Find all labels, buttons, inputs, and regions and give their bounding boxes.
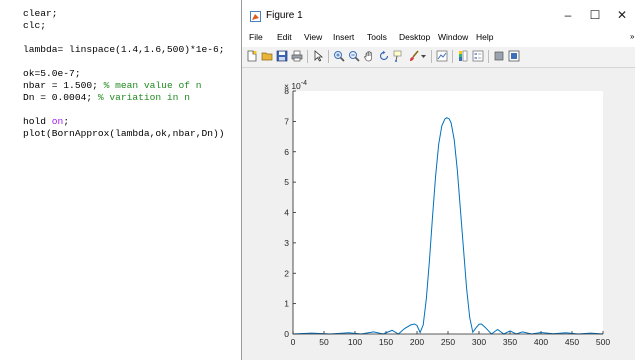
y-exponent-power: -4 xyxy=(301,80,307,87)
minimize-button[interactable]: – xyxy=(564,8,572,22)
code-text: clear; xyxy=(23,8,58,19)
x-tick-label: 300 xyxy=(472,337,486,347)
matlab-figure-icon xyxy=(250,11,261,22)
menu-file[interactable]: File xyxy=(249,32,263,42)
y-exponent-label: × 10-4 xyxy=(284,80,307,91)
window-title: Figure 1 xyxy=(266,10,303,21)
zoom-in-icon[interactable] xyxy=(333,50,345,62)
y-tick-label: 6 xyxy=(284,147,289,157)
y-tick-label: 5 xyxy=(284,177,289,187)
code-line: lambda= linspace(1.4,1.6,500)*1e-6; xyxy=(23,44,225,56)
toolbar-separator xyxy=(328,50,329,63)
menu-view[interactable]: View xyxy=(304,32,323,42)
pointer-icon[interactable] xyxy=(312,50,324,62)
y-tick-label: 7 xyxy=(284,116,289,126)
code-comment: % variation in n xyxy=(97,92,190,103)
code-text: ok=5.0e-7; xyxy=(23,68,81,79)
axes-background xyxy=(293,91,603,334)
title-bar: Figure 1 – ☐ ✕ xyxy=(242,0,635,28)
print-icon[interactable] xyxy=(291,50,303,62)
code-text: nbar = 1.500; xyxy=(23,80,104,91)
code-text: lambda= linspace(1.4,1.6,500)*1e-6; xyxy=(23,44,225,55)
code-text: hold xyxy=(23,116,52,127)
x-tick-label: 400 xyxy=(534,337,548,347)
menu-bar: File Edit View Insert Tools Desktop Wind… xyxy=(242,30,635,46)
code-text: clc; xyxy=(23,20,47,31)
toolbar-separator xyxy=(488,50,489,63)
figure-window: Figure 1 – ☐ ✕ File Edit View Insert Too… xyxy=(241,0,635,360)
code-line: Dn = 0.0004; % variation in n xyxy=(23,92,190,104)
menu-desktop[interactable]: Desktop xyxy=(399,32,431,42)
pan-icon[interactable] xyxy=(363,50,375,62)
code-line: hold on; xyxy=(23,116,69,128)
x-tick-label: 500 xyxy=(596,337,610,347)
x-tick-label: 0 xyxy=(291,337,296,347)
data-cursor-icon[interactable] xyxy=(393,50,405,62)
menu-edit[interactable]: Edit xyxy=(277,32,292,42)
y-tick-label: 3 xyxy=(284,238,289,248)
maximize-button[interactable]: ☐ xyxy=(589,8,601,22)
y-tick-label: 4 xyxy=(284,208,289,218)
x-tick-label: 450 xyxy=(565,337,579,347)
new-figure-icon[interactable] xyxy=(246,50,258,62)
code-text: Dn = 0.0004; xyxy=(23,92,98,103)
code-line: clear; xyxy=(23,8,58,20)
y-exponent-base: × 10 xyxy=(284,81,301,91)
colorbar-icon[interactable] xyxy=(457,50,469,62)
menu-help[interactable]: Help xyxy=(476,32,494,42)
hide-plot-tools-icon[interactable] xyxy=(493,50,505,62)
code-comment: % mean value of n xyxy=(103,80,202,91)
menu-insert[interactable]: Insert xyxy=(333,32,355,42)
show-plot-tools-icon[interactable] xyxy=(508,50,520,62)
brush-icon[interactable] xyxy=(408,50,420,62)
zoom-out-icon[interactable] xyxy=(348,50,360,62)
x-tick-label: 50 xyxy=(319,337,329,347)
axis-ticks: 0 50 100 150 200 250 300 350 400 450 500 0 1 2 3 4 5 6 7 8 xyxy=(284,86,610,347)
code-text: plot(BornApprox(lambda,ok,nbar,Dn)) xyxy=(23,128,225,139)
x-tick-label: 350 xyxy=(503,337,517,347)
code-text: ; xyxy=(63,116,70,127)
series-line xyxy=(292,117,604,335)
y-tick-label: 0 xyxy=(284,329,289,339)
x-tick-label: 150 xyxy=(379,337,393,347)
menu-overflow-icon[interactable]: » xyxy=(630,32,635,41)
open-file-icon[interactable] xyxy=(261,50,273,62)
y-tick-label: 1 xyxy=(284,299,289,309)
legend-icon[interactable] xyxy=(472,50,484,62)
axes-lines xyxy=(292,91,603,335)
link-plot-icon[interactable] xyxy=(436,50,448,62)
code-line: clc; xyxy=(23,20,46,32)
code-line: ok=5.0e-7; xyxy=(23,68,81,80)
toolbar-separator xyxy=(431,50,432,63)
code-editor[interactable]: clear; clc; lambda= linspace(1.4,1.6,500)*… xyxy=(0,0,241,360)
save-icon[interactable] xyxy=(276,50,288,62)
plot-svg[interactable]: 0 50 100 150 200 250 300 350 400 450 500012345678 … xyxy=(242,68,635,360)
rotate-icon[interactable] xyxy=(378,50,390,62)
code-line: plot(BornApprox(lambda,ok,nbar,Dn)) xyxy=(23,128,225,140)
toolbar-separator xyxy=(452,50,453,63)
y-tick-label: 8 xyxy=(284,86,289,96)
figure-toolbar xyxy=(242,47,635,68)
y-tick-label: 2 xyxy=(284,268,289,278)
x-tick-label: 250 xyxy=(441,337,455,347)
close-button[interactable]: ✕ xyxy=(616,8,628,22)
brush-dropdown-icon[interactable] xyxy=(420,50,427,62)
code-line: nbar = 1.500; % mean value of n xyxy=(23,80,201,92)
figure-canvas: 0 50 100 150 200 250 300 350 400 450 500 0 1 2 3 4 5 6 7 8 … xyxy=(242,68,635,360)
x-tick-label: 200 xyxy=(410,337,424,347)
x-tick-label: 100 xyxy=(348,337,362,347)
toolbar-separator xyxy=(307,50,308,63)
code-keyword: on xyxy=(51,116,64,127)
menu-tools[interactable]: Tools xyxy=(367,32,387,42)
menu-window[interactable]: Window xyxy=(438,32,469,42)
